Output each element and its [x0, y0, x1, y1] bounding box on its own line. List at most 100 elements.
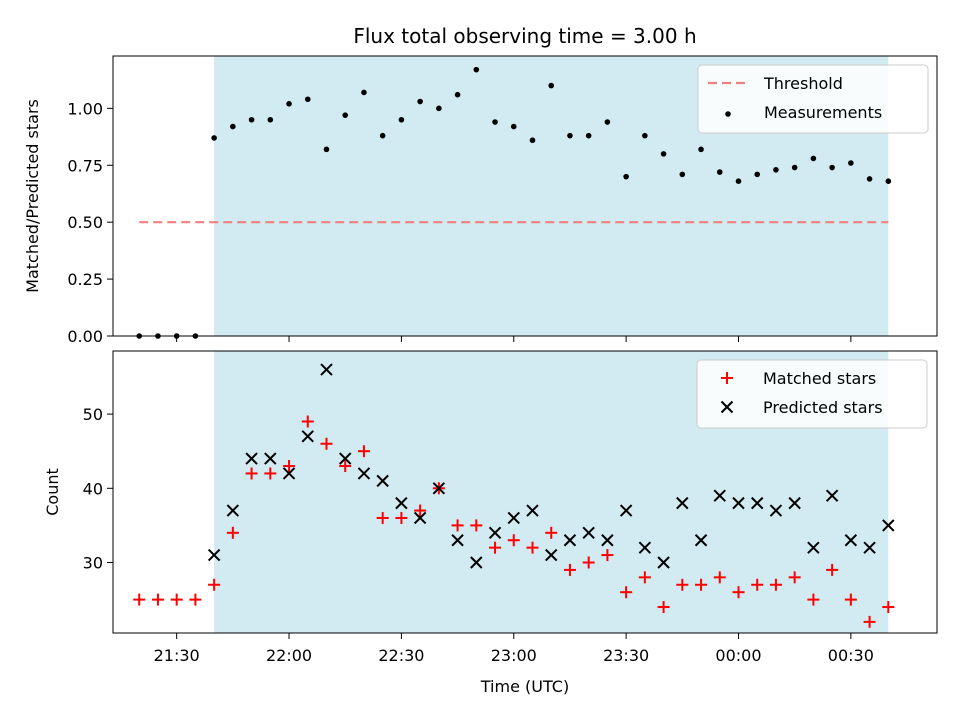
- matched-star-point: [283, 460, 296, 473]
- x-b: [451, 534, 464, 547]
- predicted-star-point: [207, 548, 221, 562]
- predicted-star-point: [638, 541, 652, 554]
- matched-star-point: [788, 571, 801, 584]
- predicted-star-point: [395, 496, 408, 510]
- x-b: [376, 474, 389, 488]
- y-tick-label: 30: [83, 554, 103, 573]
- x-b: [601, 534, 614, 547]
- matched-star-point: [357, 445, 370, 458]
- x-b: [245, 452, 258, 465]
- matched-star-point: [489, 541, 502, 554]
- predicted-star-point: [694, 534, 708, 547]
- predicted-star-point: [488, 526, 502, 540]
- predicted-star-point: [357, 467, 371, 480]
- x-b: [863, 541, 876, 554]
- x-tick-label: 21:30: [154, 646, 200, 665]
- matched-star-point: [807, 593, 820, 606]
- predicted-star-point: [751, 496, 764, 510]
- measurement-point: [398, 116, 405, 123]
- predicted-star-point: [882, 519, 895, 532]
- x-b: [301, 430, 314, 443]
- x-b: [882, 519, 895, 532]
- measurement-point: [810, 155, 817, 162]
- predicted-star-point: [226, 504, 240, 517]
- predicted-star-point: [713, 489, 726, 502]
- x-b: [526, 504, 539, 517]
- measurement-point: [211, 135, 217, 141]
- y-axis-label: Count: [43, 468, 62, 516]
- measurement-point: [679, 171, 686, 178]
- predicted-star-point: [863, 541, 876, 554]
- matched-star-point: [769, 578, 782, 591]
- matched-star-point: [320, 437, 333, 450]
- x-b: [657, 556, 670, 569]
- matched-star-point: [638, 571, 651, 584]
- matched-star-point: [601, 549, 614, 562]
- matched-star-point: [826, 563, 839, 576]
- x-b: [844, 534, 858, 547]
- matched-star-point: [208, 578, 221, 591]
- x-axis-label: Time (UTC): [480, 677, 569, 696]
- measurement-point: [754, 171, 761, 178]
- matched-star-point: [676, 578, 689, 591]
- matched-star-point: [526, 541, 539, 554]
- matched-star-point: [882, 601, 895, 614]
- matched-star-point: [395, 511, 408, 524]
- y-tick-label: 0.50: [67, 213, 103, 232]
- y-tick-label: 0.00: [67, 327, 103, 346]
- x-b: [470, 556, 483, 569]
- matched-star-point: [170, 593, 183, 606]
- measurement-point: [716, 169, 723, 175]
- x-b: [413, 511, 427, 525]
- predicted-star-point: [788, 496, 801, 510]
- measurement-point: [379, 132, 386, 139]
- predicted-star-point: [563, 534, 577, 547]
- predicted-star-point: [339, 452, 352, 465]
- measurement-point: [735, 178, 742, 185]
- top-chart-title: Flux total observing time = 3.00 h: [353, 24, 696, 48]
- x-b: [264, 452, 277, 465]
- matched-star-point: [133, 593, 146, 606]
- matched-star-point: [226, 526, 239, 539]
- x-b: [507, 511, 520, 525]
- x-b: [545, 548, 558, 562]
- matched-star-point: [732, 586, 745, 599]
- bottom-panel: 30 40 50 21:30 22:00 22:30 23:00 23:30 00:00 00:3…: [43, 350, 938, 696]
- matched-star-point: [657, 601, 670, 614]
- y-tick-label: 0.75: [67, 156, 103, 175]
- x-b: [395, 496, 408, 510]
- x-b: [807, 541, 820, 554]
- legend-label: Predicted stars: [763, 398, 883, 417]
- y-tick-label: 40: [83, 479, 103, 498]
- matched-star-point: [695, 578, 708, 591]
- matched-star-point: [301, 415, 314, 428]
- measurement-point: [791, 164, 798, 171]
- predicted-star-point: [619, 504, 633, 517]
- measurement-point: [454, 91, 461, 98]
- x-tick-label: 00:00: [715, 646, 761, 665]
- predicted-star-point: [657, 556, 670, 569]
- x-b: [226, 504, 240, 517]
- predicted-star-point: [432, 482, 446, 495]
- predicted-star-point: [320, 363, 333, 376]
- x-b: [582, 526, 595, 540]
- measurement-point: [866, 176, 873, 182]
- y-tick-label: 50: [83, 405, 103, 424]
- measurement-point: [698, 146, 704, 153]
- x-b: [488, 526, 502, 540]
- predicted-star-point: [545, 548, 558, 562]
- x-b: [339, 452, 352, 465]
- x-b: [282, 467, 296, 480]
- x-b: [320, 363, 333, 376]
- matched-star-point: [620, 586, 633, 599]
- measurement-point: [492, 119, 498, 125]
- measurement-point: [342, 112, 349, 118]
- predicted-star-point: [451, 534, 464, 547]
- x-tick-label: 22:00: [266, 646, 312, 665]
- measurement-point: [248, 116, 255, 123]
- x-tick-label: 23:00: [491, 646, 537, 665]
- predicted-star-point: [245, 452, 258, 465]
- x-b: [713, 489, 726, 502]
- matched-star-point: [470, 519, 483, 532]
